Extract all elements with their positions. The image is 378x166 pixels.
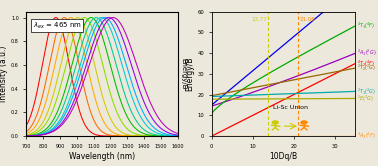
Text: $^2A_1(^2G)$: $^2A_1(^2G)$ [356,48,376,58]
Text: 21.06: 21.06 [299,17,315,22]
Text: Li-Sc Union: Li-Sc Union [273,105,308,110]
Circle shape [301,121,307,124]
Circle shape [272,121,278,124]
Text: $^4T_1(^4F)$: $^4T_1(^4F)$ [356,21,375,31]
X-axis label: Wavelength (nm): Wavelength (nm) [69,152,135,161]
Text: 13.77: 13.77 [251,17,267,22]
Legend: x = 0.0, x = 0.1, x = 0.2, x = 0.3, x = 0.4, x = 0.5, x = 0.6, x = 0.7, x = 0.8,: x = 0.0, x = 0.1, x = 0.2, x = 0.3, x = … [240,12,265,63]
X-axis label: 10Dq/B: 10Dq/B [270,152,297,161]
Text: $^4T_2(^4F)$: $^4T_2(^4F)$ [356,58,375,69]
Text: $^2T_2(^2G)$: $^2T_2(^2G)$ [356,63,376,73]
Text: $^4A_2(^4F)$: $^4A_2(^4F)$ [356,131,375,141]
Y-axis label: Intensity (a.u.): Intensity (a.u.) [0,46,8,102]
Y-axis label: Energy/B: Energy/B [186,57,195,91]
Y-axis label: Energy/B: Energy/B [180,58,186,90]
Text: $\lambda_{ex}$ = 465 nm: $\lambda_{ex}$ = 465 nm [33,20,82,31]
Text: $^2T_1(^2G)$: $^2T_1(^2G)$ [356,86,376,97]
Text: $^2E(^2G)$: $^2E(^2G)$ [356,93,373,104]
